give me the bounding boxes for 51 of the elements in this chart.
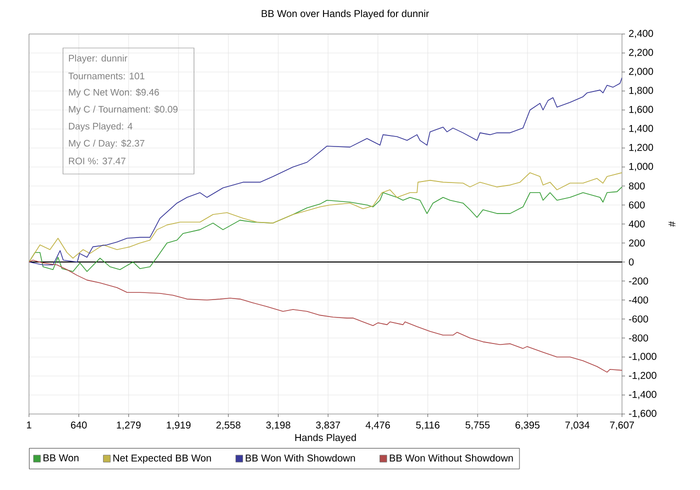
y-tick-label: -1,600 xyxy=(628,410,656,418)
y-axis-title: # xyxy=(668,221,676,227)
legend-label: BB Won xyxy=(44,454,78,462)
x-tick-label: 3,837 xyxy=(316,422,340,430)
x-tick-label: 640 xyxy=(71,422,87,429)
y-tick-label: -600 xyxy=(628,315,648,323)
y-tick-label: -800 xyxy=(628,334,648,342)
y-tick-label: 1,600 xyxy=(629,106,654,114)
line-series xyxy=(29,172,622,262)
legend-label: BB Won With Showdown xyxy=(246,454,355,462)
x-tick-label: 3,198 xyxy=(266,422,290,430)
chart-title: BB Won over Hands Played for dunnir xyxy=(262,10,429,20)
x-tick-label: 1 xyxy=(26,422,32,428)
x-tick-label: 1,279 xyxy=(116,422,141,430)
y-tick-label: 1,400 xyxy=(629,124,654,134)
y-tick-label: 2,000 xyxy=(629,68,654,76)
y-tick-label: 600 xyxy=(629,201,645,209)
annotation: My C / Tournament: $0.09 xyxy=(68,106,178,114)
annotation: Player: dunnir xyxy=(68,54,128,64)
y-tick-label: 800 xyxy=(628,182,645,190)
x-tick-label: 6,395 xyxy=(516,422,540,430)
x-tick-label: 5,116 xyxy=(416,422,440,430)
x-tick-label: 5,755 xyxy=(466,422,490,430)
line-series xyxy=(29,186,622,272)
y-tick-label: 0 xyxy=(628,258,634,266)
y-tick-label: 200 xyxy=(629,239,645,247)
annotation: ROI %: 37.47 xyxy=(68,158,126,164)
y-tick-label: 1,800 xyxy=(629,86,654,96)
legend-label: Net Expected BB Won xyxy=(113,454,211,464)
x-tick-label: 7,034 xyxy=(565,422,590,430)
y-tick-label: 2,400 xyxy=(629,30,654,38)
y-tick-label: 1,000 xyxy=(629,162,654,172)
y-tick-label: -200 xyxy=(628,277,648,285)
legend-label: BB Won Without Showdown xyxy=(390,454,513,462)
y-tick-label: -1,400 xyxy=(628,390,656,400)
x-axis-title: Hands Played xyxy=(295,434,356,444)
y-tick-label: 1,200 xyxy=(629,144,654,152)
annotation: My C Net Won: $9.46 xyxy=(68,88,159,98)
annotation: My C / Day: $2.37 xyxy=(68,140,144,148)
y-tick-label: -1,200 xyxy=(628,372,656,380)
y-tick-label: -1,000 xyxy=(628,352,656,362)
x-tick-label: 1,919 xyxy=(166,422,191,430)
y-tick-label: 400 xyxy=(628,220,645,228)
x-tick-label: 4,476 xyxy=(366,422,390,430)
x-tick-label: 2,558 xyxy=(216,422,240,430)
y-tick-label: 2,200 xyxy=(629,48,654,58)
y-tick-label: -400 xyxy=(628,296,648,304)
x-tick-label: 7,607 xyxy=(610,422,634,430)
annotation: Days Played: 4 xyxy=(68,122,132,132)
line-series xyxy=(29,260,622,373)
annotation: Tournaments: 101 xyxy=(68,72,144,80)
